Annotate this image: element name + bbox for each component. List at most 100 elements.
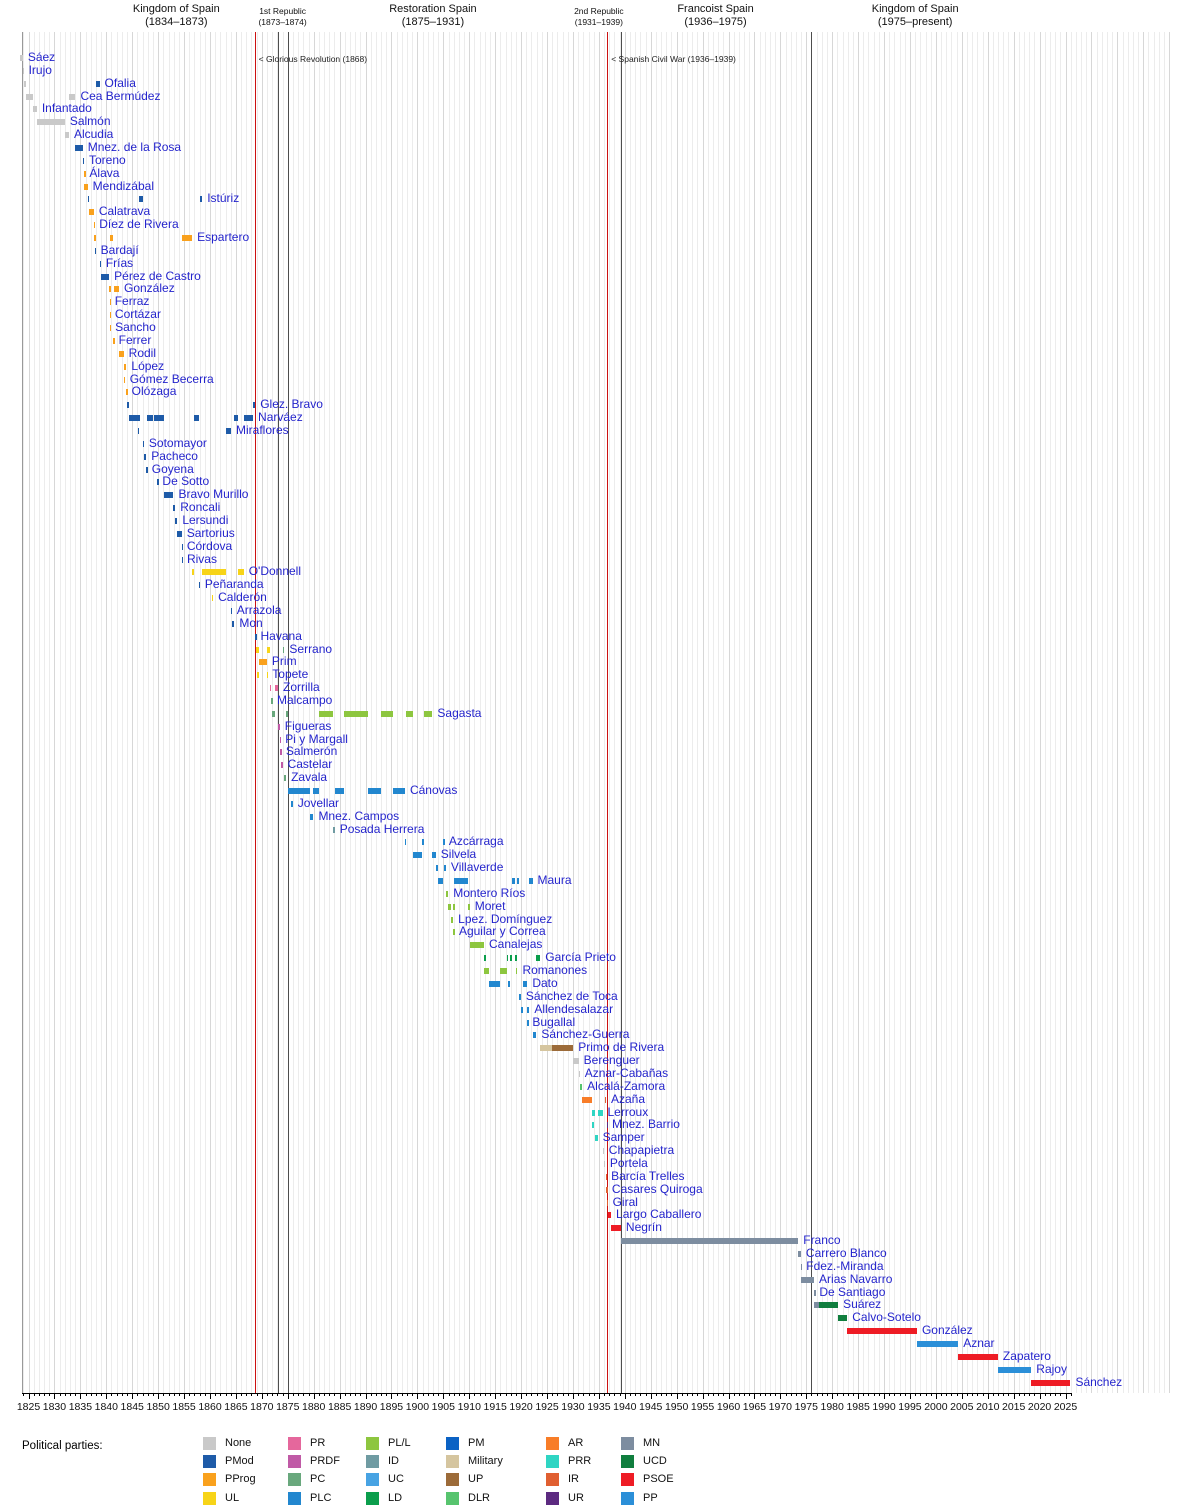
pm-label[interactable]: Rodil bbox=[128, 345, 157, 360]
pm-label[interactable]: Silvela bbox=[440, 847, 477, 862]
pm-label[interactable]: García Prieto bbox=[545, 950, 616, 965]
pm-label[interactable]: Fdez.-Miranda bbox=[806, 1258, 884, 1273]
pm-label[interactable]: Franco bbox=[803, 1233, 841, 1248]
pm-label[interactable]: Serrano bbox=[289, 641, 333, 656]
pm-label[interactable]: Samper bbox=[602, 1130, 645, 1145]
pm-label[interactable]: Goyena bbox=[151, 461, 194, 476]
pm-label[interactable]: Giral bbox=[612, 1194, 638, 1209]
pm-label[interactable]: Lersundi bbox=[182, 512, 229, 527]
pm-label[interactable]: Sartorius bbox=[186, 525, 235, 540]
pm-label[interactable]: Ferrer bbox=[118, 332, 152, 347]
pm-label[interactable]: Calatrava bbox=[98, 204, 151, 219]
pm-label[interactable]: Montero Ríos bbox=[453, 885, 526, 900]
pm-label[interactable]: Salmerón bbox=[285, 744, 338, 759]
pm-label[interactable]: Rivas bbox=[186, 551, 217, 566]
pm-label[interactable]: Roncali bbox=[180, 500, 221, 515]
pm-label[interactable]: Aguilar y Correa bbox=[458, 924, 546, 939]
pm-label[interactable]: Calderón bbox=[218, 590, 267, 605]
pm-label[interactable]: Alcalá-Zamora bbox=[587, 1078, 666, 1093]
pm-label[interactable]: Ofalia bbox=[104, 75, 136, 90]
pm-label[interactable]: Lerroux bbox=[607, 1104, 649, 1119]
pm-label[interactable]: Casares Quiroga bbox=[611, 1181, 703, 1196]
pm-label[interactable]: Salmón bbox=[69, 114, 111, 129]
pm-label[interactable]: Olózaga bbox=[131, 384, 177, 399]
pm-label[interactable]: Posada Herrera bbox=[339, 821, 425, 836]
pm-label[interactable]: Toreno bbox=[89, 152, 126, 167]
pm-label[interactable]: Sáez bbox=[27, 50, 56, 64]
pm-label[interactable]: Miraflores bbox=[235, 422, 289, 437]
pm-label[interactable]: Romanones bbox=[522, 963, 588, 978]
pm-label[interactable]: Moret bbox=[474, 898, 506, 913]
pm-label[interactable]: Bardají bbox=[100, 242, 139, 257]
pm-label[interactable]: Malcampo bbox=[276, 693, 333, 707]
pm-label[interactable]: Calvo-Sotelo bbox=[852, 1310, 921, 1325]
pm-label[interactable]: De Sotto bbox=[162, 474, 210, 489]
pm-label[interactable]: Mnez. Campos bbox=[318, 808, 400, 823]
pm-label[interactable]: Pérez de Castro bbox=[114, 268, 201, 283]
pm-label[interactable]: Zapatero bbox=[1002, 1348, 1051, 1363]
pm-label[interactable]: Pacheco bbox=[151, 448, 198, 463]
pm-label[interactable]: Irujo bbox=[28, 62, 52, 77]
pm-label[interactable]: Bravo Murillo bbox=[178, 487, 249, 502]
pm-label[interactable]: Narváez bbox=[258, 410, 303, 425]
pm-label[interactable]: Istúriz bbox=[207, 191, 240, 206]
pm-label[interactable]: Peñaranda bbox=[204, 577, 264, 592]
pm-label[interactable]: Suárez bbox=[843, 1297, 882, 1312]
pm-label[interactable]: Dato bbox=[532, 975, 558, 990]
pm-label[interactable]: Allendesalazar bbox=[534, 1001, 614, 1016]
pm-label[interactable]: Zavala bbox=[291, 770, 328, 785]
pm-label[interactable]: Ferraz bbox=[114, 294, 150, 309]
pm-label[interactable]: Primo de Rivera bbox=[578, 1040, 665, 1055]
pm-label[interactable]: Gómez Becerra bbox=[129, 371, 214, 386]
pm-label[interactable]: Sánchez bbox=[1075, 1374, 1123, 1389]
pm-label[interactable]: Sotomayor bbox=[148, 435, 207, 450]
pm-label[interactable]: Largo Caballero bbox=[616, 1207, 702, 1222]
pm-label[interactable]: Portela bbox=[609, 1155, 648, 1170]
pm-label[interactable]: Barcía Trelles bbox=[611, 1168, 685, 1183]
pm-label[interactable]: Jovellar bbox=[297, 795, 340, 810]
pm-label[interactable]: González bbox=[124, 281, 175, 296]
pm-label[interactable]: Mnez. de la Rosa bbox=[87, 140, 182, 155]
pm-label[interactable]: Sancho bbox=[115, 320, 156, 335]
pm-label[interactable]: Cánovas bbox=[409, 783, 458, 798]
pm-label[interactable]: Glez. Bravo bbox=[260, 397, 323, 412]
pm-label[interactable]: Córdova bbox=[186, 538, 233, 553]
pm-label[interactable]: Cortázar bbox=[114, 307, 161, 322]
pm-label[interactable]: Infantado bbox=[41, 101, 92, 116]
pm-label[interactable]: Azaña bbox=[610, 1091, 645, 1106]
pm-label[interactable]: Negrín bbox=[625, 1220, 662, 1235]
pm-label[interactable]: Chapapietra bbox=[608, 1143, 675, 1158]
pm-label[interactable]: Aznar-Cabañas bbox=[584, 1065, 669, 1080]
pm-label[interactable]: Maura bbox=[537, 873, 572, 888]
pm-label[interactable]: Rajoy bbox=[1036, 1361, 1067, 1376]
pm-label[interactable]: Cea Bermúdez bbox=[80, 88, 161, 103]
pm-label[interactable]: Prim bbox=[271, 654, 297, 669]
pm-label[interactable]: Alcudia bbox=[73, 127, 114, 142]
pm-label[interactable]: Sánchez-Guerra bbox=[541, 1027, 630, 1042]
pm-label[interactable]: González bbox=[921, 1323, 973, 1338]
pm-label[interactable]: Sagasta bbox=[437, 705, 482, 720]
pm-label[interactable]: Zorrilla bbox=[283, 680, 320, 695]
pm-label[interactable]: Aznar bbox=[963, 1336, 995, 1350]
pm-label[interactable]: Villaverde bbox=[450, 860, 504, 875]
pm-label[interactable]: Bugallal bbox=[532, 1014, 576, 1029]
pm-label[interactable]: Arias Navarro bbox=[819, 1271, 893, 1286]
pm-label[interactable]: Canalejas bbox=[489, 937, 543, 952]
pm-label[interactable]: Álava bbox=[89, 165, 120, 180]
pm-label[interactable]: Figueras bbox=[284, 718, 332, 733]
pm-label[interactable]: Sánchez de Toca bbox=[525, 988, 618, 1003]
pm-label[interactable]: O'Donnell bbox=[248, 564, 302, 579]
pm-label[interactable]: Mon bbox=[239, 615, 263, 630]
pm-label[interactable]: Díez de Rivera bbox=[99, 217, 179, 232]
pm-label[interactable]: Berenguer bbox=[583, 1053, 640, 1068]
pm-label[interactable]: Havana bbox=[260, 628, 302, 643]
pm-label[interactable]: Topete bbox=[272, 667, 309, 682]
pm-label[interactable]: Frías bbox=[105, 255, 134, 270]
pm-label[interactable]: Castelar bbox=[287, 757, 333, 772]
pm-label[interactable]: De Santiago bbox=[819, 1284, 886, 1299]
pm-label[interactable]: López bbox=[131, 358, 165, 373]
pm-label[interactable]: Mendizábal bbox=[92, 178, 154, 193]
pm-label[interactable]: Lpez. Domínguez bbox=[458, 911, 553, 926]
pm-label[interactable]: Espartero bbox=[197, 230, 250, 245]
pm-label[interactable]: Carrero Blanco bbox=[805, 1245, 887, 1260]
